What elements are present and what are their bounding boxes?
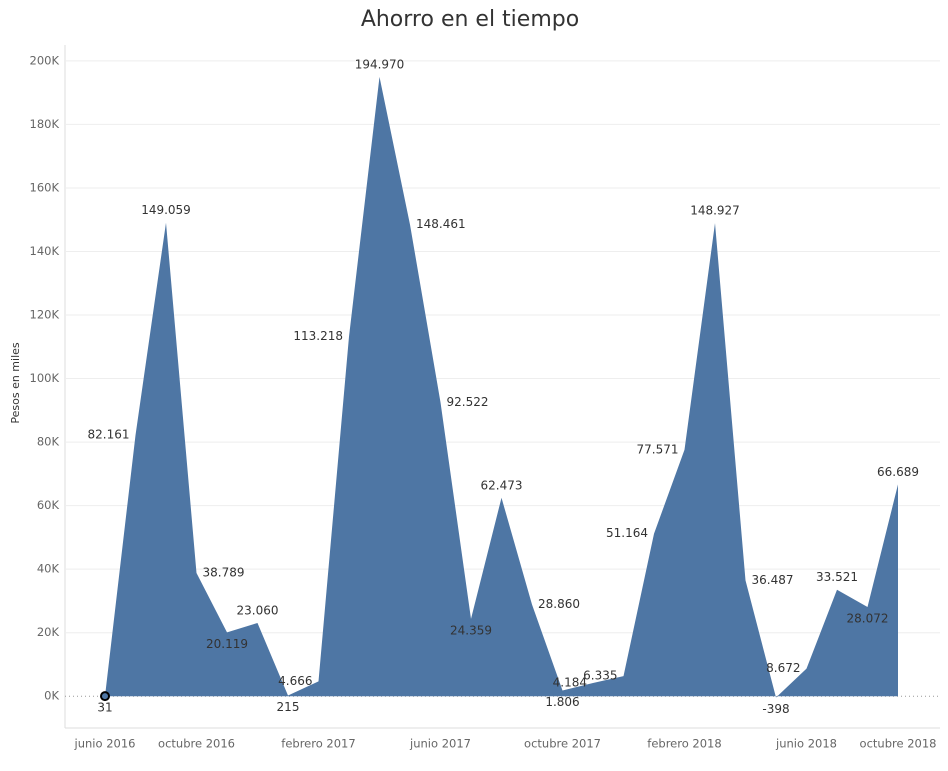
data-label: 23.060 — [237, 603, 279, 617]
data-label: 113.218 — [293, 329, 343, 343]
data-label: -398 — [762, 702, 789, 716]
y-tick-label: 120K — [30, 308, 60, 322]
y-tick-label: 140K — [30, 244, 60, 258]
area — [105, 76, 898, 698]
data-label: 66.689 — [877, 465, 919, 479]
data-label: 33.521 — [816, 570, 858, 584]
x-tick-label: junio 2018 — [775, 737, 837, 751]
chart-title: Ahorro en el tiempo — [361, 7, 579, 32]
data-label: 62.473 — [481, 478, 523, 492]
y-tick-label: 180K — [30, 117, 60, 131]
y-tick-label: 200K — [30, 53, 60, 67]
y-tick-label: 100K — [30, 371, 60, 385]
data-label: 148.461 — [416, 217, 466, 231]
data-label: 51.164 — [606, 526, 648, 540]
data-label: 148.927 — [690, 204, 740, 218]
data-label: 92.522 — [447, 395, 489, 409]
y-tick-label: 80K — [37, 435, 60, 449]
data-label: 194.970 — [355, 57, 405, 71]
x-tick-label: junio 2016 — [74, 737, 136, 751]
x-tick-label: junio 2017 — [409, 737, 471, 751]
data-label: 28.072 — [847, 612, 889, 626]
y-tick-label: 20K — [37, 625, 60, 639]
data-label: 24.359 — [450, 623, 492, 637]
x-tick-label: octubre 2016 — [158, 737, 235, 751]
data-label: 77.571 — [637, 442, 679, 456]
data-label: 4.184 — [553, 675, 587, 689]
data-label: 6.335 — [583, 669, 617, 683]
data-label: 215 — [277, 700, 300, 714]
x-tick-label: octubre 2018 — [860, 737, 937, 751]
data-label: 8.672 — [766, 661, 800, 675]
data-label: 31 — [97, 701, 112, 715]
x-tick-label: febrero 2018 — [647, 737, 721, 751]
y-tick-label: 160K — [30, 180, 60, 194]
data-label: 20.119 — [206, 637, 248, 651]
data-label: 38.789 — [203, 566, 245, 580]
data-label: 82.161 — [88, 428, 130, 442]
point-marker — [100, 691, 110, 702]
data-label: 4.666 — [278, 674, 312, 688]
data-label: 28.860 — [538, 597, 580, 611]
y-tick-label: 0K — [44, 689, 59, 703]
x-tick-label: febrero 2017 — [281, 737, 355, 751]
data-label: 149.059 — [141, 203, 191, 217]
data-label: 36.487 — [752, 573, 794, 587]
x-tick-label: octubre 2017 — [524, 737, 601, 751]
y-tick-label: 40K — [37, 562, 60, 576]
y-tick-label: 60K — [37, 498, 60, 512]
data-label: 1.806 — [545, 695, 579, 709]
y-axis-label: Pesos en miles — [9, 342, 22, 424]
